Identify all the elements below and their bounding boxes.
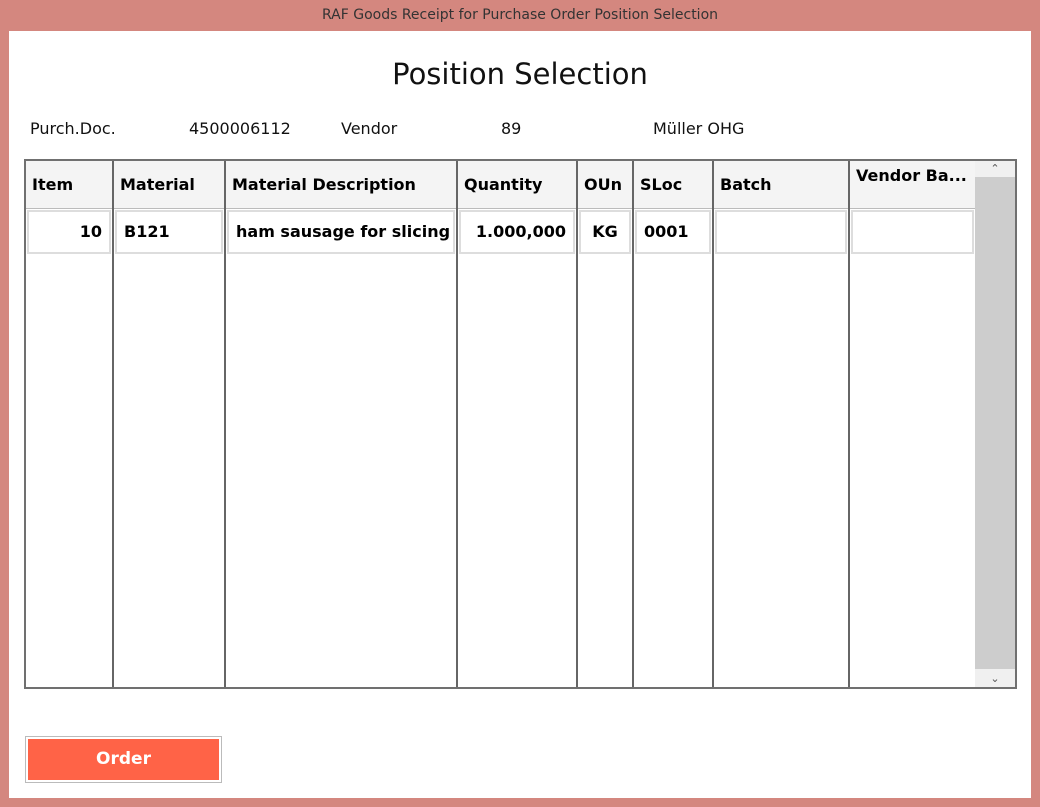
positions-table: Item 10 Material B121 Material Descripti… <box>24 159 1017 689</box>
cell-item[interactable]: 10 <box>27 210 111 254</box>
column-quantity: Quantity 1.000,000 <box>458 161 578 687</box>
order-button-label: Order <box>28 739 219 780</box>
vertical-scrollbar[interactable]: ⌃ ⌄ <box>975 161 1015 687</box>
column-header-item[interactable]: Item <box>26 161 112 209</box>
column-header-vendor-batch[interactable]: Vendor Ba... <box>850 161 975 209</box>
vendor-label: Vendor <box>341 119 398 138</box>
column-material: Material B121 <box>114 161 226 687</box>
purch-doc-value: 4500006112 <box>189 119 291 138</box>
column-material-description: Material Description ham sausage for sli… <box>226 161 458 687</box>
column-header-sloc[interactable]: SLoc <box>634 161 712 209</box>
cell-batch[interactable] <box>715 210 847 254</box>
order-button[interactable]: Order <box>25 736 222 783</box>
column-header-quantity[interactable]: Quantity <box>458 161 576 209</box>
column-header-batch[interactable]: Batch <box>714 161 848 209</box>
column-header-material-description[interactable]: Material Description <box>226 161 456 209</box>
scrollbar-thumb[interactable] <box>975 177 1015 669</box>
scroll-up-icon[interactable]: ⌃ <box>990 162 1000 175</box>
cell-material[interactable]: B121 <box>115 210 223 254</box>
column-batch: Batch <box>714 161 850 687</box>
column-header-oun[interactable]: OUn <box>578 161 632 209</box>
cell-sloc[interactable]: 0001 <box>635 210 711 254</box>
scroll-down-icon[interactable]: ⌄ <box>990 672 1000 685</box>
column-item: Item 10 <box>26 161 114 687</box>
vendor-value: 89 <box>501 119 522 138</box>
column-sloc: SLoc 0001 <box>634 161 714 687</box>
column-vendor-batch: Vendor Ba... <box>850 161 975 687</box>
window-title: RAF Goods Receipt for Purchase Order Pos… <box>321 7 719 23</box>
vendor-name: Müller OHG <box>653 119 745 138</box>
page-title: Position Selection <box>392 57 648 91</box>
column-oun: OUn KG <box>578 161 634 687</box>
main-content: Position Selection Purch.Doc. 4500006112… <box>9 31 1031 798</box>
cell-quantity[interactable]: 1.000,000 <box>459 210 575 254</box>
column-header-material[interactable]: Material <box>114 161 224 209</box>
purch-doc-label: Purch.Doc. <box>30 119 116 138</box>
cell-material-description[interactable]: ham sausage for slicing <box>227 210 455 254</box>
cell-oun[interactable]: KG <box>579 210 631 254</box>
cell-vendor-batch[interactable] <box>851 210 974 254</box>
